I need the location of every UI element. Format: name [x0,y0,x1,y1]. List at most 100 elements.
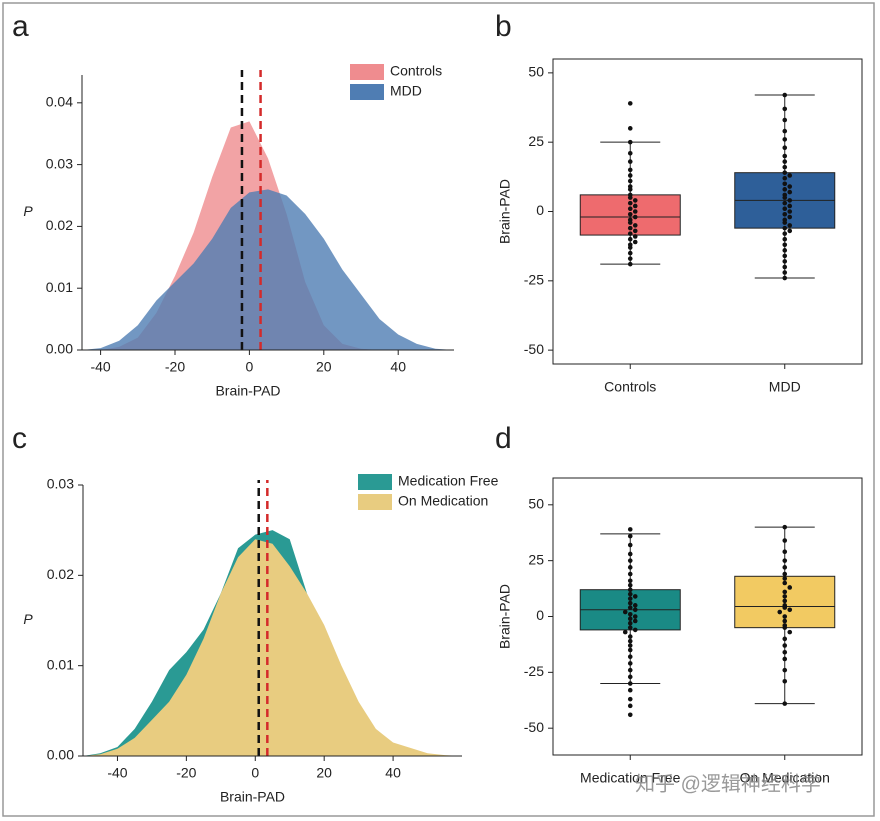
data-point [782,571,788,577]
data-point [787,189,793,195]
data-point [627,159,633,164]
y-tick-label: 0.02 [47,566,74,582]
data-point [627,236,633,242]
data-point [782,594,788,599]
data-point [632,594,638,599]
data-point [782,225,788,231]
data-point [627,681,633,686]
data-point [627,611,633,617]
data-point [782,220,788,225]
data-point [787,228,793,234]
data-point [627,527,633,532]
data-point [787,585,793,590]
data-point [627,225,633,231]
data-point [782,211,788,217]
data-point [627,261,633,267]
data-point [782,181,788,187]
data-point [627,200,633,206]
data-point [627,220,633,225]
data-point [632,618,638,624]
data-point [782,576,788,581]
y-axis-label: P [23,611,33,627]
y-tick-label: -50 [524,719,544,735]
density-area [83,539,462,756]
data-point [622,629,628,635]
data-point [787,173,793,178]
data-point [787,184,793,189]
y-axis-label: Brain-PAD [497,179,513,244]
data-point [632,228,638,234]
data-point [627,126,633,131]
y-axis-label: P [23,203,33,219]
data-point [632,223,638,228]
data-point [632,234,638,239]
data-point [632,209,638,214]
data-point [627,605,633,610]
y-tick-label: 0.04 [46,94,73,110]
data-point [627,582,633,588]
data-point [782,643,788,648]
data-point [627,625,633,630]
x-tick-label: -40 [107,765,127,781]
data-point [627,600,633,606]
data-point [627,578,633,584]
legend-label: On Medication [398,493,488,509]
y-tick-label: 0 [536,202,544,218]
data-point [627,703,633,709]
data-point [627,558,633,563]
panel-label: b [495,10,512,43]
x-tick-label: 40 [385,765,401,781]
data-point [622,609,628,615]
data-point [782,625,788,630]
data-point [627,647,633,653]
y-tick-label: 0.03 [46,155,73,171]
data-point [782,667,788,673]
data-point [782,195,788,200]
x-tick-label: 40 [390,359,406,375]
panel-label: a [12,10,29,43]
data-point [632,203,638,209]
data-point [787,214,793,220]
data-point [782,170,788,175]
y-tick-label: 0.03 [47,476,74,492]
x-tick-label: 0 [246,359,254,375]
data-point [632,607,638,613]
data-point [782,164,788,170]
y-tick-label: 50 [528,64,544,80]
y-tick-label: 0.01 [47,656,74,672]
data-point [782,656,788,662]
data-point [782,206,788,212]
legend-swatch [350,64,384,80]
legend-label: Controls [390,63,442,79]
data-point [627,231,633,236]
data-point [782,200,788,206]
data-point [627,587,633,592]
y-tick-label: 0.00 [46,341,73,357]
data-point [627,195,633,200]
data-point [782,128,788,134]
data-point [782,92,788,98]
data-point [787,209,793,214]
data-point [782,678,788,684]
data-point [782,270,788,275]
data-point [787,629,793,635]
data-point [787,198,793,203]
data-point [782,153,788,159]
data-point [777,609,783,615]
data-point [627,616,633,622]
data-point [787,223,793,228]
data-point [782,701,788,706]
x-tick-label: Controls [604,379,656,395]
data-point [782,106,788,112]
data-point [627,533,633,539]
x-tick-label: MDD [769,379,801,395]
data-point [627,542,633,548]
x-tick-label: -20 [165,359,185,375]
y-tick-label: -50 [524,341,544,357]
data-point [787,203,793,209]
x-tick-label: 20 [316,765,332,781]
panel-label: d [495,422,512,455]
x-tick-label: 20 [316,359,332,375]
data-point [627,206,633,212]
data-point [782,598,788,604]
